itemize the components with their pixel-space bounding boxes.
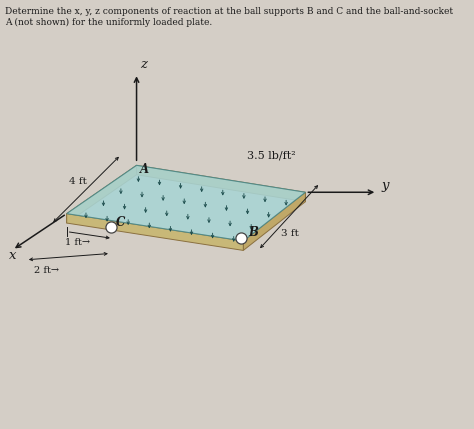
Text: x: x [9,248,16,262]
Text: z: z [140,58,146,71]
Polygon shape [67,165,137,223]
Text: Determine the x, y, z components of reaction at the ball supports B and C and th: Determine the x, y, z components of reac… [5,7,453,27]
Text: 3 ft: 3 ft [282,229,299,238]
Text: B: B [248,226,258,239]
Polygon shape [137,165,305,202]
Polygon shape [67,165,305,241]
Text: 2 ft→: 2 ft→ [34,266,59,275]
Polygon shape [243,192,305,251]
Text: y: y [382,179,389,192]
Text: A: A [140,163,149,176]
Text: 4 ft: 4 ft [69,177,86,186]
Text: C: C [116,216,125,229]
Text: 3.5 lb/ft²: 3.5 lb/ft² [247,151,296,160]
Text: 1 ft→: 1 ft→ [65,238,90,247]
Polygon shape [67,214,243,251]
